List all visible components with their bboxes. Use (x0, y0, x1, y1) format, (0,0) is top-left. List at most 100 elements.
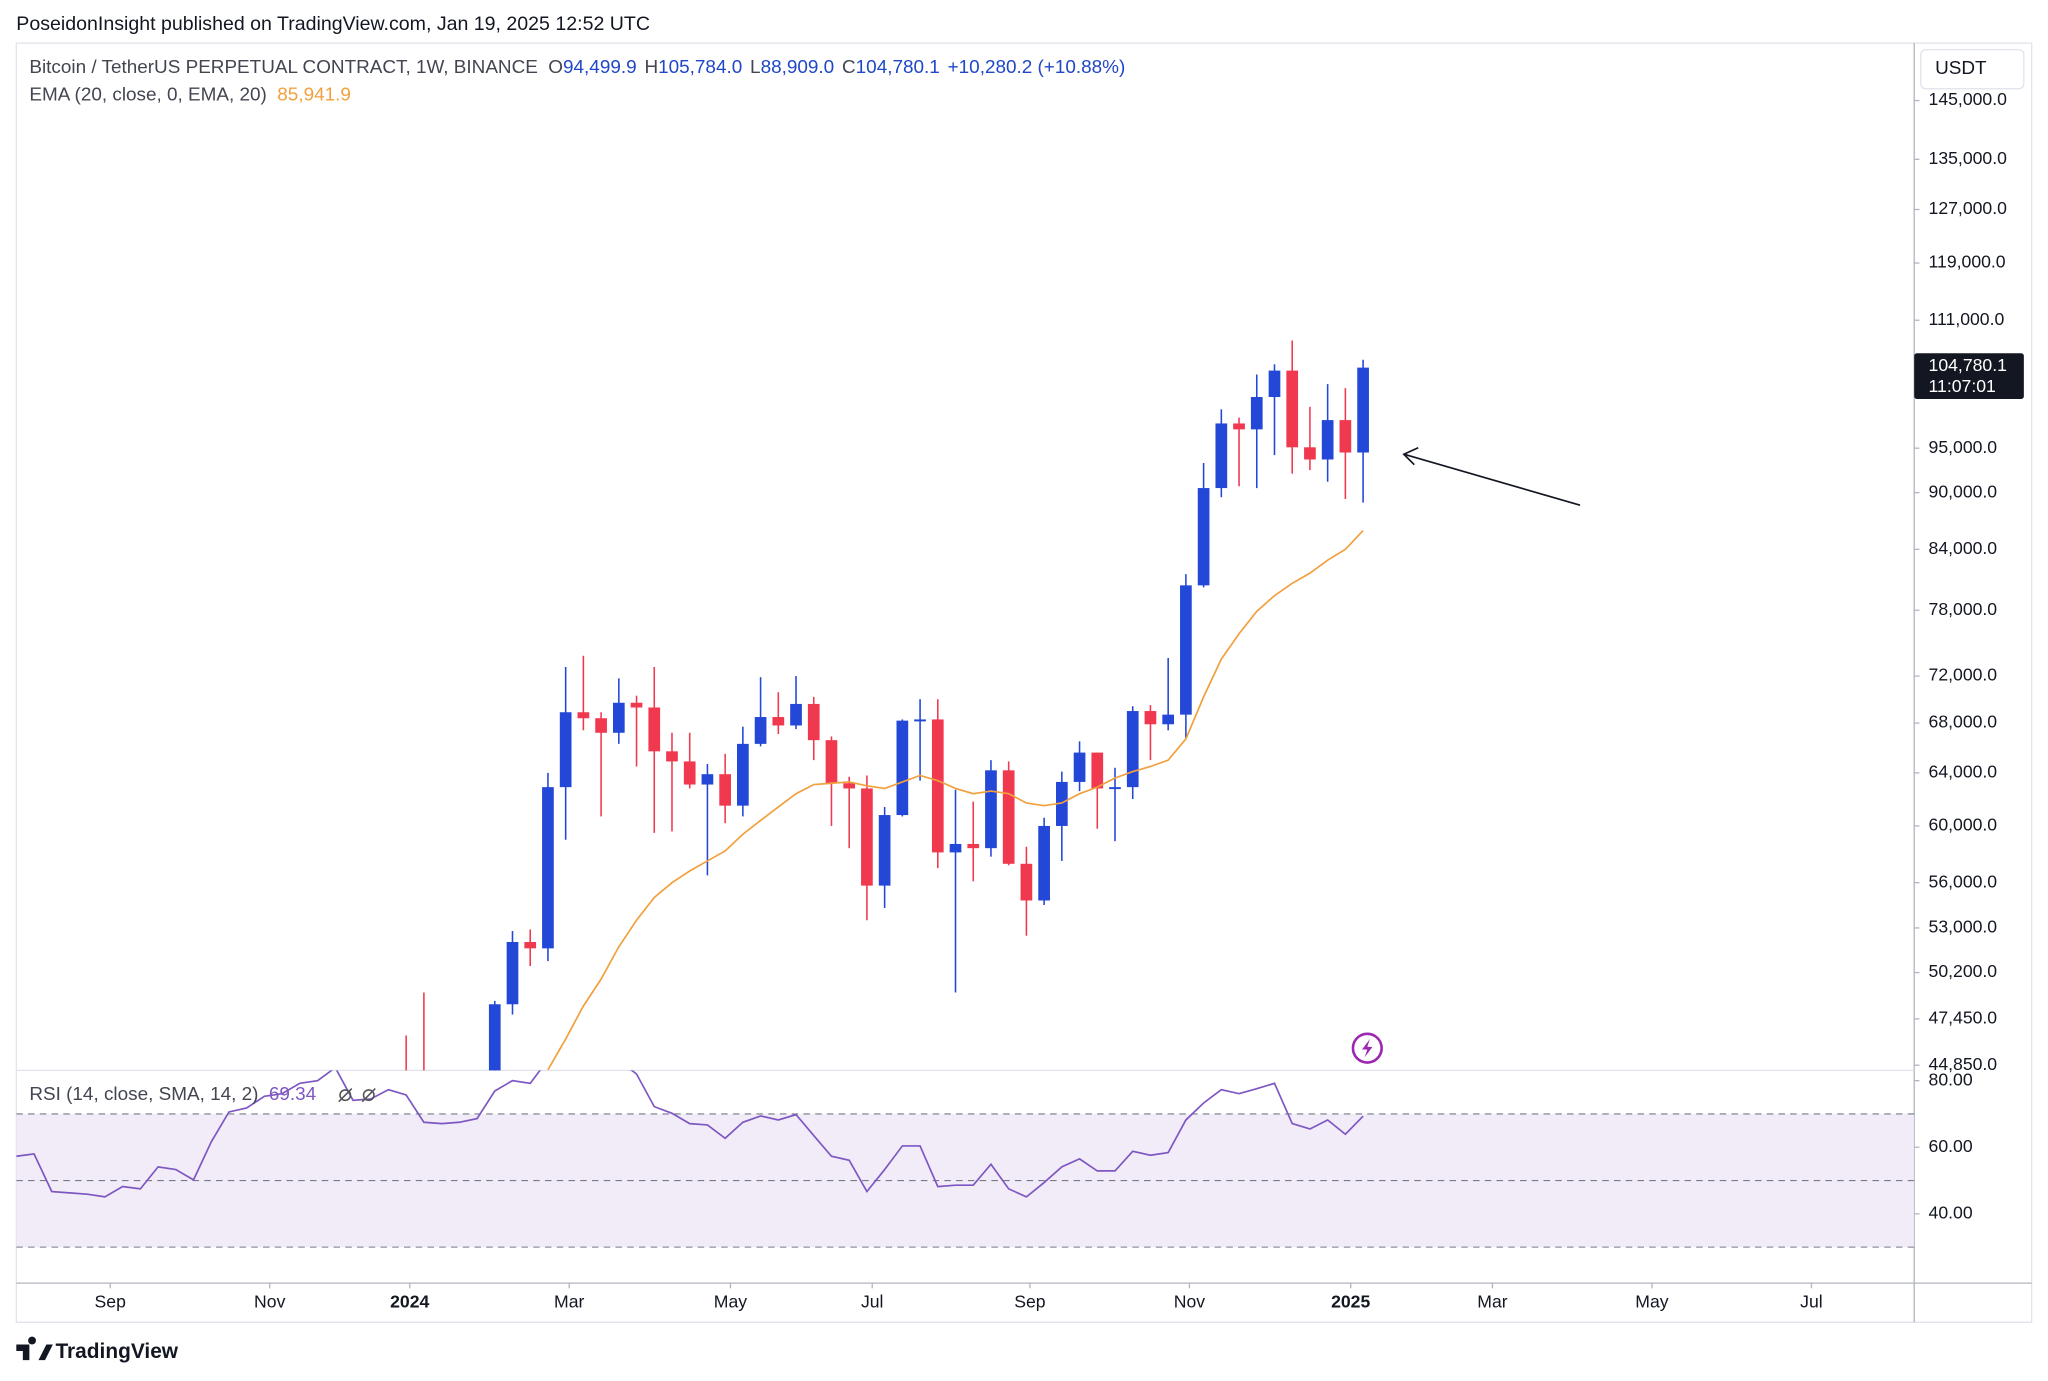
header: PoseidonInsight published on TradingView… (16, 13, 650, 35)
ema-name: EMA (20, close, 0, EMA, 20) (29, 84, 266, 105)
y-tick-label: 72,000.0 (1929, 665, 1998, 685)
y-tick-label: 68,000.0 (1929, 712, 1998, 732)
x-tick-label: Sep (1014, 1291, 1046, 1311)
candle-body (1109, 787, 1121, 790)
candle-body (985, 770, 997, 849)
legend-change: +10,280.2 (+10.88%) (948, 57, 1126, 78)
x-tick-label: Mar (554, 1291, 584, 1311)
legend-key: H (644, 57, 658, 78)
candle-body (1321, 420, 1334, 460)
x-tick-label: Sep (95, 1291, 127, 1311)
candle-body (825, 740, 838, 784)
rsi-legend: RSI (14, close, SMA, 14, 2) 69.34 (29, 1084, 316, 1105)
y-tick-label: 53,000.0 (1929, 917, 1998, 937)
y-tick-label: 127,000.0 (1929, 198, 2008, 218)
candle-body (1304, 447, 1316, 460)
candle-body (1126, 711, 1139, 788)
candle-body (861, 788, 873, 886)
y-tick-label: 90,000.0 (1929, 481, 1998, 501)
y-tick-label: 135,000.0 (1929, 148, 2008, 168)
x-tick-label: Nov (254, 1291, 286, 1311)
candle-body (878, 815, 891, 886)
legend-value: 94,499.9 (563, 57, 637, 78)
candle-body (1197, 488, 1210, 586)
y-tick-label: 111,000.0 (1929, 309, 2005, 329)
candle-body (1357, 367, 1369, 453)
candle-body (683, 761, 696, 785)
candle-body (648, 707, 661, 752)
rsi-y-tick-label: 40.00 (1929, 1203, 1973, 1223)
y-tick-label: 56,000.0 (1929, 871, 1998, 891)
x-tick-label: May (714, 1291, 747, 1311)
candle-body (488, 1004, 501, 1071)
y-tick-label: 78,000.0 (1929, 599, 1998, 619)
candle-body (1162, 714, 1175, 725)
candle-body (737, 743, 749, 806)
y-tick-label: 47,450.0 (1929, 1008, 1998, 1028)
candle-body (1144, 711, 1157, 725)
candle-body (772, 717, 785, 726)
candle-body (1020, 863, 1033, 901)
y-tick-label: 95,000.0 (1929, 437, 1998, 457)
legend-value: 105,784.0 (658, 57, 742, 78)
candle-body (807, 703, 820, 741)
legend-key: C (842, 57, 856, 78)
candle-body (1233, 423, 1245, 430)
arrow-annotation (1402, 446, 1581, 506)
rsi-y-tick-label: 80.00 (1929, 1069, 1973, 1089)
x-tick-label: Mar (1477, 1291, 1507, 1311)
x-tick-label: 2024 (390, 1291, 429, 1311)
candle-body (666, 751, 678, 762)
rsi-value: 69.34 (269, 1084, 316, 1105)
candle-body (524, 942, 537, 949)
symbol: Bitcoin / TetherUS PERPETUAL CONTRACT, 1… (29, 57, 538, 78)
rsi-line (16, 1070, 1364, 1198)
rsi-pane (16, 1070, 1915, 1248)
x-tick-label: 2025 (1331, 1291, 1370, 1311)
candle-body (967, 843, 980, 849)
ema-legend: EMA (20, close, 0, EMA, 20) 85,941.9 (29, 84, 351, 105)
rsi-icons (338, 1088, 376, 1103)
y-tick-label: 64,000.0 (1929, 762, 1998, 782)
frame (15, 42, 2033, 1323)
candle-body (595, 718, 607, 733)
x-tick-label: May (1635, 1291, 1668, 1311)
candle-body (612, 702, 625, 733)
tradingview-logo (16, 1336, 53, 1361)
candle-body (701, 774, 714, 785)
candle-body (1055, 781, 1068, 826)
legend-value: 88,909.0 (761, 57, 835, 78)
candle-body (1073, 752, 1086, 782)
legend-key: L (750, 57, 761, 78)
footer: TradingView (55, 1340, 178, 1363)
candle-body (896, 720, 909, 816)
candle-body (914, 719, 926, 722)
y-tick-label: 60,000.0 (1929, 815, 1998, 835)
ema-line (547, 529, 1364, 1071)
x-tick-label: Jul (1800, 1291, 1823, 1311)
y-tick-label: 44,850.0 (1929, 1054, 1998, 1074)
candle-body (843, 783, 856, 789)
x-tick-label: Nov (1174, 1291, 1206, 1311)
legend: Bitcoin / TetherUS PERPETUAL CONTRACT, 1… (29, 57, 1125, 78)
candle-body (754, 717, 767, 744)
legend-value: 104,780.1 (856, 57, 940, 78)
ema-value: 85,941.9 (277, 84, 351, 105)
currency: USDT (1935, 58, 1987, 79)
y-tick-label: 50,200.0 (1929, 961, 1998, 981)
y-tick-label: 119,000.0 (1929, 252, 2006, 272)
candle-body (949, 843, 962, 853)
candle-body (1250, 397, 1263, 430)
candle-body (1215, 423, 1228, 489)
candle-body (559, 712, 572, 788)
candle-body (1091, 752, 1104, 789)
rsi-name: RSI (14, close, SMA, 14, 2) (29, 1084, 258, 1105)
x-tick-label: Jul (861, 1291, 884, 1311)
countdown: 11:07:01 (1929, 376, 1996, 396)
candle-body (931, 719, 944, 853)
y-tick-label: 84,000.0 (1929, 538, 1998, 558)
candle-body (577, 712, 590, 719)
candle-body (506, 942, 519, 1005)
candle-body (630, 702, 643, 708)
